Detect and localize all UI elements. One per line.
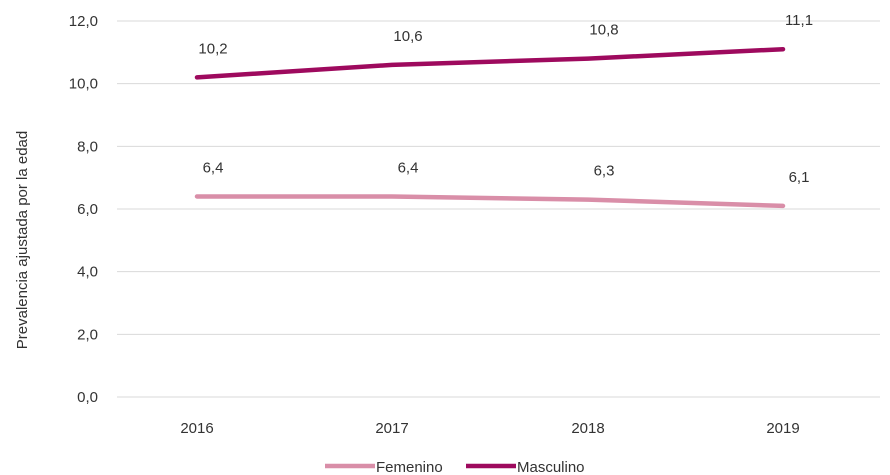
- legend-item-masculino: Masculino: [466, 459, 585, 475]
- data-label-masculino: 10,6: [393, 28, 422, 45]
- x-tick-label: 2017: [375, 420, 408, 437]
- data-label-masculino: 10,8: [589, 22, 618, 39]
- series-line-masculino: [194, 46, 786, 80]
- data-label-masculino: 10,2: [198, 40, 227, 57]
- data-label-femenino: 6,4: [203, 159, 224, 176]
- y-tick-label: 10,0: [69, 76, 98, 93]
- y-tick-label: 4,0: [77, 264, 98, 281]
- legend: Femenino Masculino: [325, 459, 585, 475]
- gridlines: [117, 20, 880, 398]
- legend-label: Femenino: [376, 459, 443, 475]
- x-tick-label: 2018: [571, 420, 604, 437]
- y-tick-label: 0,0: [77, 389, 98, 406]
- x-tick-label: 2016: [180, 420, 213, 437]
- y-tick-label: 6,0: [77, 201, 98, 218]
- x-axis-ticks: 2016 2017 2018 2019: [180, 420, 799, 437]
- legend-item-femenino: Femenino: [325, 459, 443, 475]
- y-tick-label: 12,0: [69, 13, 98, 30]
- y-axis-ticks: 0,0 2,0 4,0 6,0 8,0 10,0 12,0: [69, 13, 98, 406]
- y-tick-label: 8,0: [77, 138, 98, 155]
- series-lines: [194, 46, 786, 209]
- series-line-femenino: [194, 194, 786, 209]
- data-label-femenino: 6,1: [789, 169, 810, 186]
- y-tick-label: 2,0: [77, 326, 98, 343]
- legend-label: Masculino: [517, 459, 585, 475]
- y-axis-label: Prevalencia ajustada por la edad: [14, 131, 31, 349]
- data-labels: 6,4 6,4 6,3 6,1 10,2 10,6 10,8 11,1: [198, 12, 813, 186]
- data-label-femenino: 6,3: [594, 163, 615, 180]
- x-tick-label: 2019: [766, 420, 799, 437]
- data-label-masculino: 11,1: [785, 12, 813, 29]
- data-label-femenino: 6,4: [398, 159, 419, 176]
